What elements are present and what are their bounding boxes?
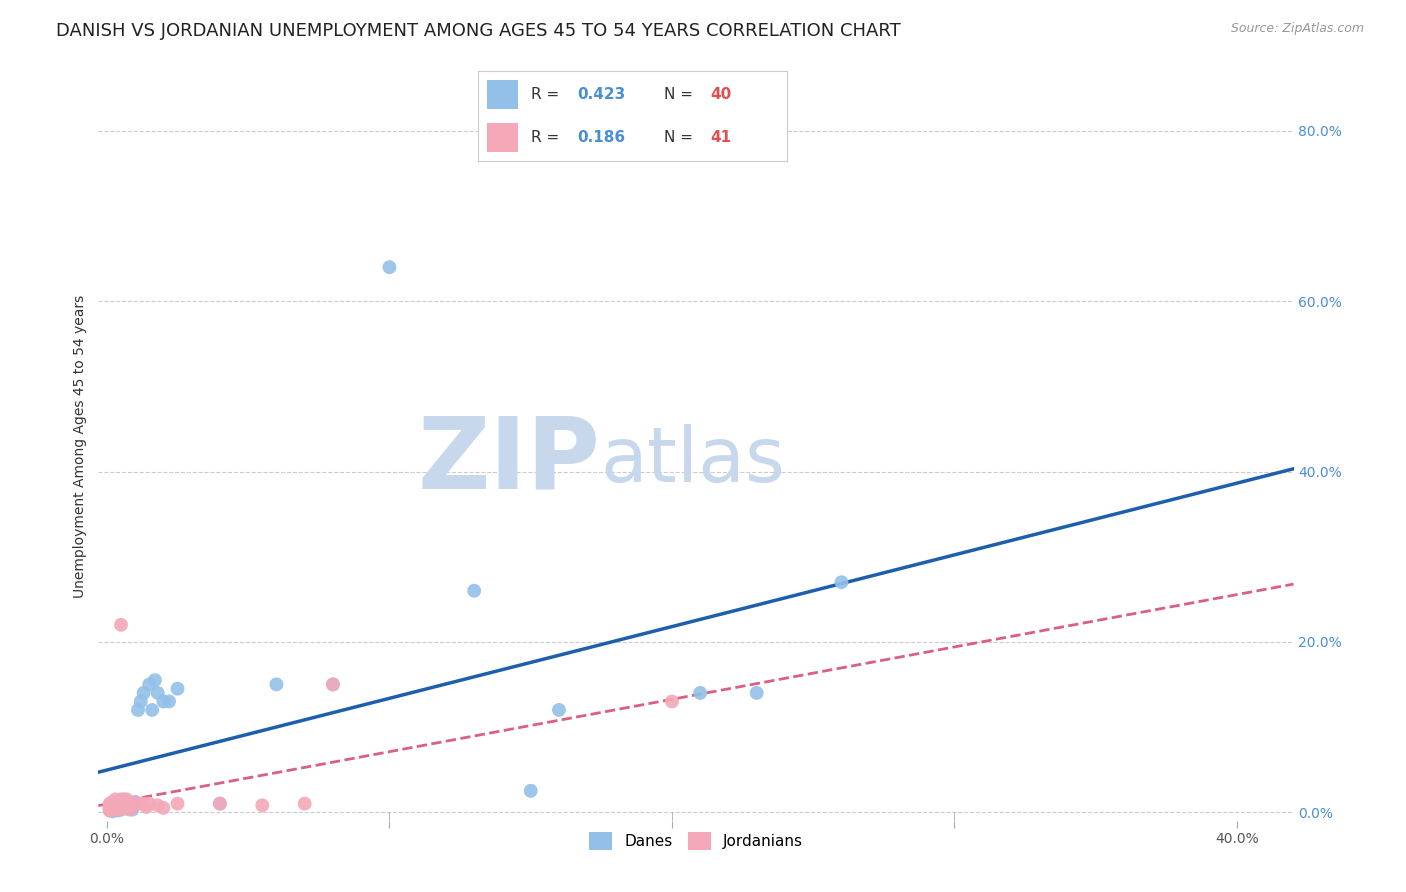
Point: [548, 703, 571, 717]
Point: [322, 677, 344, 691]
Point: [138, 677, 160, 691]
Point: [101, 798, 124, 813]
Text: atlas: atlas: [600, 424, 785, 498]
Bar: [488, 80, 519, 109]
Point: [146, 798, 169, 813]
Point: [141, 703, 163, 717]
Point: [110, 798, 132, 813]
Point: [104, 797, 127, 811]
Point: [157, 694, 180, 708]
Point: [115, 798, 138, 813]
Y-axis label: Unemployment Among Ages 45 to 54 years: Unemployment Among Ages 45 to 54 years: [73, 294, 87, 598]
Text: 41: 41: [710, 130, 731, 145]
Point: [146, 686, 169, 700]
Text: ZIP: ZIP: [418, 412, 600, 509]
Point: [107, 803, 129, 817]
Point: [112, 795, 135, 809]
Point: [107, 795, 129, 809]
Point: [98, 804, 121, 818]
Bar: [488, 123, 519, 152]
Point: [101, 800, 124, 814]
Text: N =: N =: [664, 87, 697, 102]
Point: [378, 260, 401, 275]
Point: [115, 797, 138, 811]
Point: [104, 792, 127, 806]
Point: [124, 795, 146, 809]
Point: [830, 575, 852, 590]
Text: R =: R =: [530, 130, 564, 145]
Point: [110, 792, 132, 806]
Point: [294, 797, 316, 811]
Point: [107, 804, 129, 818]
Point: [101, 805, 124, 819]
Point: [118, 798, 141, 813]
Point: [124, 797, 146, 811]
Point: [463, 583, 485, 598]
Point: [152, 801, 174, 815]
Point: [107, 798, 129, 813]
Point: [104, 797, 127, 811]
Point: [745, 686, 768, 700]
Point: [208, 797, 231, 811]
Text: 40: 40: [710, 87, 731, 102]
Point: [132, 686, 155, 700]
Point: [121, 803, 143, 817]
Text: Source: ZipAtlas.com: Source: ZipAtlas.com: [1230, 22, 1364, 36]
Point: [98, 801, 121, 815]
Point: [166, 681, 188, 696]
Point: [138, 797, 160, 811]
Point: [322, 677, 344, 691]
Point: [101, 795, 124, 809]
Text: R =: R =: [530, 87, 564, 102]
Point: [208, 797, 231, 811]
Point: [661, 694, 683, 708]
Point: [118, 803, 141, 817]
Point: [98, 797, 121, 811]
Point: [115, 792, 138, 806]
Point: [129, 694, 152, 708]
Point: [101, 803, 124, 817]
Text: N =: N =: [664, 130, 697, 145]
Point: [121, 799, 143, 814]
Point: [98, 798, 121, 813]
Point: [132, 797, 155, 811]
Point: [98, 801, 121, 815]
Point: [115, 802, 138, 816]
Point: [127, 703, 149, 717]
Legend: Danes, Jordanians: Danes, Jordanians: [582, 824, 810, 858]
Point: [104, 802, 127, 816]
Point: [135, 800, 157, 814]
Point: [112, 792, 135, 806]
Point: [104, 799, 127, 814]
Point: [101, 803, 124, 817]
Point: [107, 800, 129, 814]
Text: 0.186: 0.186: [576, 130, 626, 145]
Point: [127, 797, 149, 811]
Text: 0.423: 0.423: [576, 87, 626, 102]
Point: [152, 694, 174, 708]
Point: [143, 673, 166, 688]
Point: [112, 801, 135, 815]
Point: [252, 798, 274, 813]
Point: [104, 799, 127, 814]
Point: [110, 802, 132, 816]
Point: [112, 801, 135, 815]
Point: [166, 797, 188, 811]
Text: DANISH VS JORDANIAN UNEMPLOYMENT AMONG AGES 45 TO 54 YEARS CORRELATION CHART: DANISH VS JORDANIAN UNEMPLOYMENT AMONG A…: [56, 22, 901, 40]
Point: [98, 804, 121, 818]
Point: [519, 784, 541, 798]
Point: [101, 798, 124, 813]
Point: [110, 803, 132, 817]
Point: [110, 617, 132, 632]
Point: [118, 797, 141, 811]
Point: [107, 795, 129, 809]
Point: [110, 797, 132, 811]
Point: [107, 801, 129, 815]
Point: [266, 677, 288, 691]
Point: [689, 686, 711, 700]
Point: [110, 799, 132, 814]
Point: [104, 802, 127, 816]
